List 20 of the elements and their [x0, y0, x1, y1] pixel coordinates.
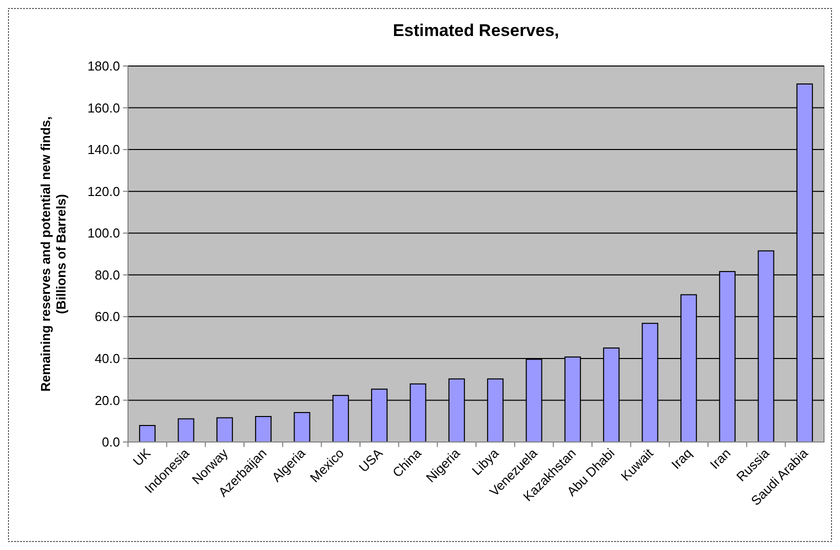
- bar: [255, 416, 272, 442]
- y-tick-label: 80.0: [94, 267, 120, 282]
- y-tick-label: 160.0: [87, 100, 120, 116]
- y-tick-label: 120.0: [87, 184, 120, 199]
- bar: [216, 417, 233, 442]
- y-tick-label: 140.0: [87, 142, 120, 158]
- x-tick-label: USA: [356, 445, 386, 476]
- y-tick-label: 60.0: [94, 309, 120, 324]
- y-tick-label: 180.0: [87, 58, 120, 74]
- chart-title: Estimated Reserves,: [392, 21, 560, 40]
- x-tick-label: Iraq: [668, 446, 695, 472]
- bar: [139, 425, 156, 442]
- bar: [178, 418, 194, 442]
- x-tick-label: Iran: [707, 446, 734, 472]
- y-tick-label: 40.0: [94, 350, 120, 366]
- bar: [294, 412, 310, 442]
- y-tick-label: 0.0: [102, 434, 120, 450]
- y-axis-title: Remaining reserves and potential new finds, (Billions of Barrels): [38, 116, 69, 392]
- y-tick-label: 100.0: [87, 226, 120, 241]
- y-tick-label: 20.0: [94, 392, 120, 408]
